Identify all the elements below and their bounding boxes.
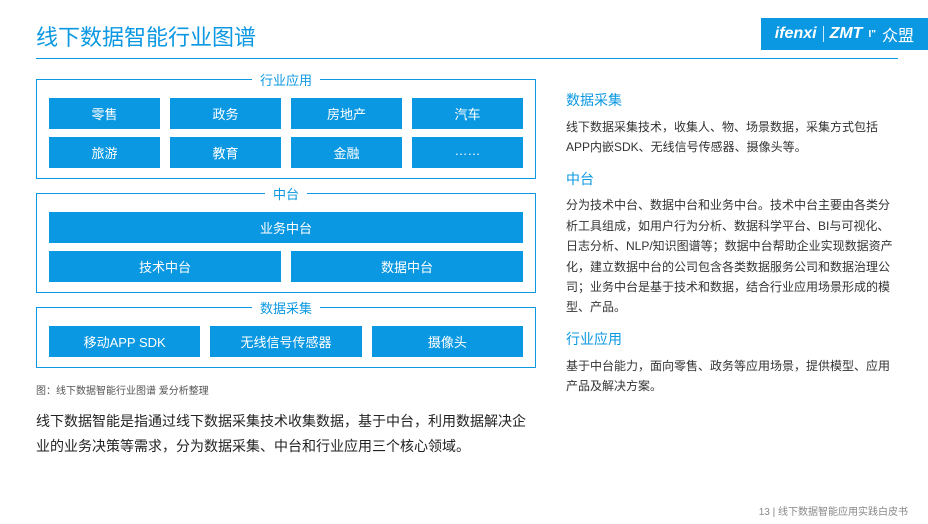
diagram-box: 汽车	[412, 98, 523, 129]
diagram-row: 移动APP SDK 无线信号传感器摄像头	[49, 326, 523, 357]
title-underline	[36, 58, 898, 59]
right-column: 数据采集线下数据采集技术，收集人、物、场景数据，采集方式包括APP内嵌SDK、无…	[566, 79, 898, 459]
diagram-box: 摄像头	[372, 326, 523, 357]
diagram-group: 数据采集移动APP SDK无线信号传感器摄像头	[36, 307, 536, 368]
section-title: 中台	[566, 168, 898, 192]
diagram-group: 行业应用零售政务房地产汽车旅游教育金融……	[36, 79, 536, 179]
slide: ifenxi ZMT I" 众盟 线下数据智能行业图谱 行业应用零售政务房地产汽…	[0, 0, 928, 524]
section-title: 行业应用	[566, 328, 898, 352]
logo-ifenxi: ifenxi	[775, 25, 817, 43]
group-label: 数据采集	[252, 298, 320, 317]
page-number: 13	[759, 507, 770, 518]
logo-separator	[823, 26, 824, 42]
left-paragraph: 线下数据智能是指通过线下数据采集技术收集数据，基于中台，利用数据解决企业的业务决…	[36, 409, 536, 459]
footer-title: 线下数据智能应用实践白皮书	[778, 507, 908, 518]
diagram-box: ……	[412, 137, 523, 168]
content-columns: 行业应用零售政务房地产汽车旅游教育金融……中台业务中台技术中台数据中台数据采集移…	[36, 79, 898, 459]
section-title: 数据采集	[566, 89, 898, 113]
footer-sep: |	[770, 507, 778, 518]
group-label: 行业应用	[252, 70, 320, 89]
diagram-group: 中台业务中台技术中台数据中台	[36, 193, 536, 293]
diagram-box: 房地产	[291, 98, 402, 129]
group-label: 中台	[265, 184, 307, 203]
diagram-box: 移动APP SDK	[49, 326, 200, 357]
logo-zhongmeng-sup: I"	[868, 29, 876, 40]
diagram-box: 无线信号传感器	[210, 326, 361, 357]
diagram-box: 金融	[291, 137, 402, 168]
logo-zmt: ZMT	[830, 25, 863, 43]
page-footer: 13 | 线下数据智能应用实践白皮书	[759, 503, 908, 518]
logo-zhongmeng: 众盟	[882, 22, 914, 46]
diagram: 行业应用零售政务房地产汽车旅游教育金融……中台业务中台技术中台数据中台数据采集移…	[36, 79, 536, 368]
diagram-box: 旅游	[49, 137, 160, 168]
diagram-row: 技术中台数据中台	[49, 251, 523, 282]
diagram-caption: 图：线下数据智能行业图谱 爱分析整理	[36, 382, 536, 397]
diagram-box: 业务中台	[49, 212, 523, 243]
left-column: 行业应用零售政务房地产汽车旅游教育金融……中台业务中台技术中台数据中台数据采集移…	[36, 79, 536, 459]
section-body: 分为技术中台、数据中台和业务中台。技术中台主要由各类分析工具组成，如用户行为分析…	[566, 195, 898, 317]
diagram-row: 旅游教育金融 ……	[49, 137, 523, 168]
diagram-box: 政务	[170, 98, 281, 129]
diagram-row: 业务中台	[49, 212, 523, 243]
diagram-box: 数据中台	[291, 251, 523, 282]
header-logos: ifenxi ZMT I" 众盟	[761, 18, 928, 50]
diagram-box: 零售	[49, 98, 160, 129]
section-body: 基于中台能力，面向零售、政务等应用场景，提供模型、应用产品及解决方案。	[566, 356, 898, 397]
diagram-box: 技术中台	[49, 251, 281, 282]
diagram-row: 零售政务房地产汽车	[49, 98, 523, 129]
section-body: 线下数据采集技术，收集人、物、场景数据，采集方式包括APP内嵌SDK、无线信号传…	[566, 117, 898, 158]
diagram-box: 教育	[170, 137, 281, 168]
